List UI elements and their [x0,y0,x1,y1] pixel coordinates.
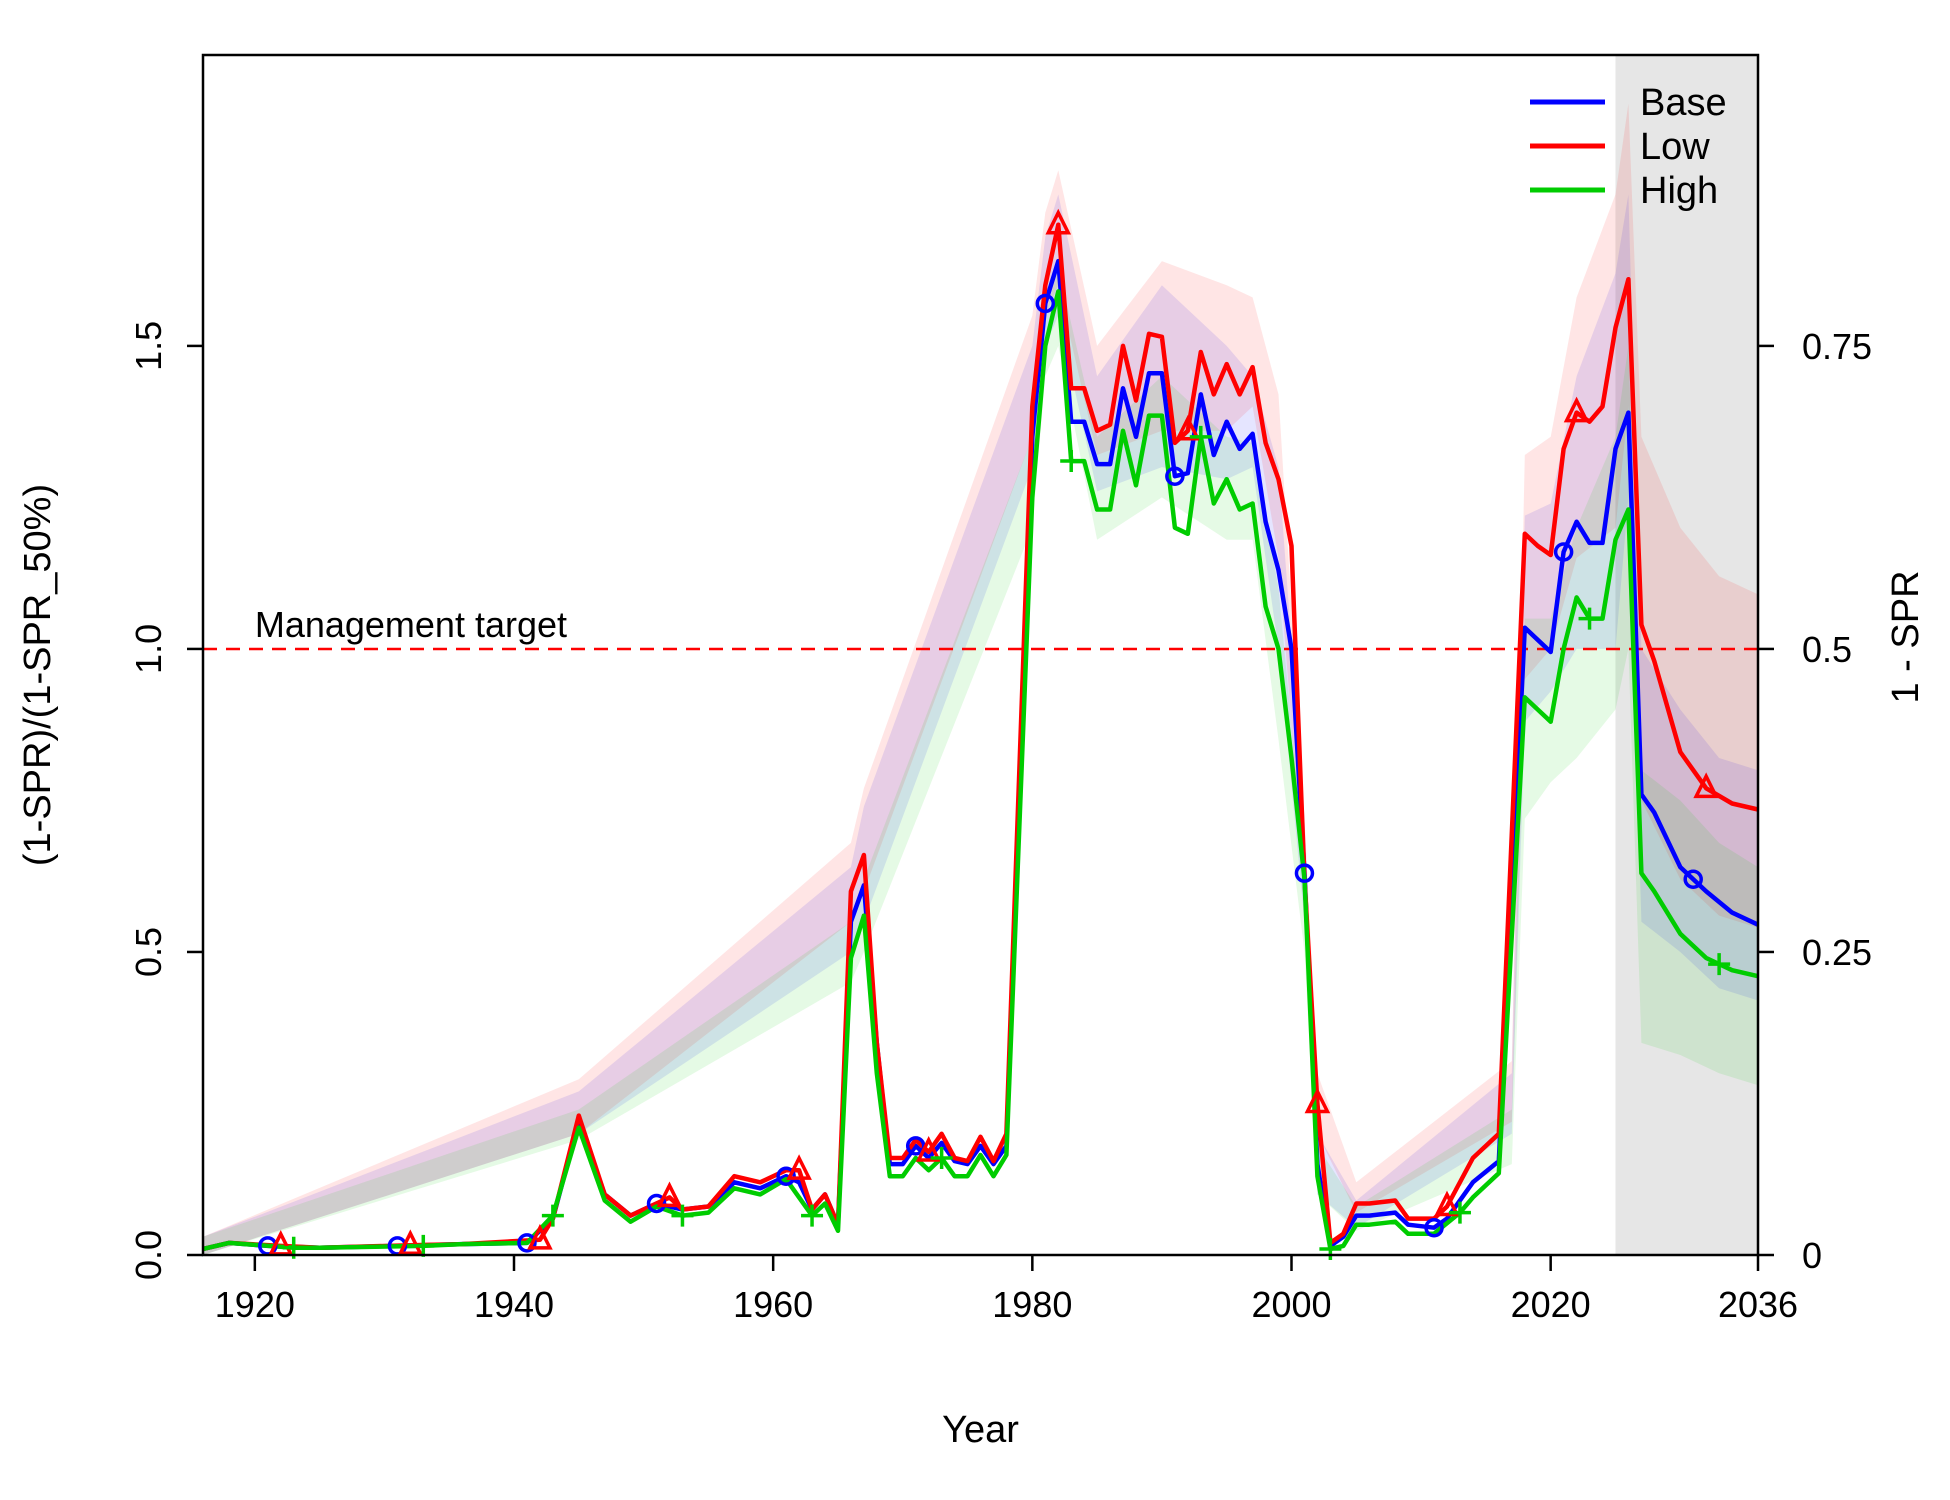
marker-low [1434,1190,1460,1217]
marker-low [915,1136,942,1162]
x-tick-label: 2000 [1251,1284,1331,1325]
plot-frame [201,53,1760,1257]
legend-label-base: Base [1640,82,1727,124]
x-axis-title: Year [942,1409,1019,1451]
management-target-label: Management target [255,604,567,645]
marker-low [1563,396,1590,423]
band-high [203,267,1758,1256]
y-axis-title: (1-SPR)/(1-SPR_50%) [17,484,59,866]
marker-high [930,1147,953,1170]
y-right-tick-label: 0.5 [1802,629,1852,670]
series-markers [258,208,1731,1260]
marker-high [412,1234,435,1257]
marker-high [1578,607,1601,630]
y-tick-label: 1.5 [128,321,169,371]
marker-base [646,1193,667,1214]
marker-base [905,1136,926,1156]
y-tick-label: 0.5 [128,927,169,977]
marker-high [671,1204,694,1227]
marker-base [1165,466,1185,486]
y-right-tick-label: 0 [1802,1235,1822,1276]
x-tick-label: 1940 [474,1284,554,1325]
y-right-tick-label: 0.25 [1802,932,1872,973]
marker-low [1693,772,1719,799]
marker-low [1304,1087,1331,1114]
legend-label-high: High [1640,170,1718,212]
x-tick-label: 2020 [1511,1284,1591,1325]
marker-low [1175,414,1201,441]
series-lines [202,222,1759,1252]
marker-high [1708,953,1731,976]
marker-base [776,1166,796,1186]
marker-low [527,1223,553,1250]
series-line-low [202,222,1759,1252]
marker-base [1294,863,1315,883]
y-tick-label: 1.0 [128,624,169,674]
x-tick-label: 1960 [733,1284,813,1325]
uncertainty-bands [203,103,1758,1256]
legend-label-low: Low [1640,126,1710,168]
x-tick-label: 1980 [992,1284,1072,1325]
marker-high [1448,1201,1471,1224]
marker-base [1035,293,1056,314]
marker-low [1045,208,1072,235]
y-axis-left: 0.0 0.5 1.0 1.5 [128,321,203,1280]
series-line-high [202,289,1759,1252]
marker-high [1060,450,1083,473]
x-tick-label: 2036 [1718,1284,1798,1325]
y-tick-label: 0.0 [128,1230,169,1280]
marker-base [1553,542,1574,562]
marker-base [517,1233,537,1253]
x-axis: 1920 1940 1960 1980 2000 2020 2036 [215,1255,1798,1325]
y-axis-right-title: 1 - SPR [1885,570,1927,703]
marker-low [656,1181,683,1208]
y-right-tick-label: 0.75 [1802,326,1872,367]
marker-high [541,1204,564,1227]
marker-high [801,1204,824,1227]
marker-base [1683,869,1703,889]
marker-high [1319,1237,1342,1260]
marker-high [1189,425,1212,448]
forecast-region [1615,55,1758,1255]
marker-base [1424,1217,1444,1238]
x-tick-label: 1920 [215,1284,295,1325]
marker-low [786,1154,812,1180]
y-axis-right: 0 0.25 0.5 0.75 [1758,326,1872,1276]
marker-low [397,1229,424,1256]
